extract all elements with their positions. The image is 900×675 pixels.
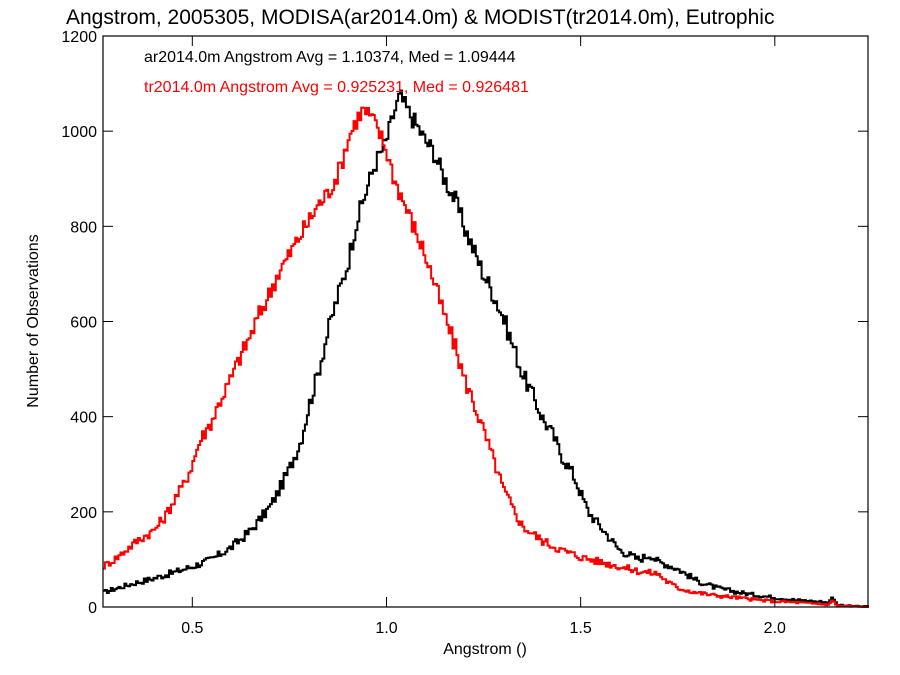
ticks-layer: 0.5 1.0 1.5 2.0 0 200 400 600 800 1000 1200 bbox=[61, 29, 868, 637]
y-tick-label: 1200 bbox=[61, 29, 97, 46]
y-tick-label: 1000 bbox=[61, 124, 97, 141]
chart-title: Angstrom, 2005305, MODISA(ar2014.0m) & M… bbox=[66, 6, 774, 29]
series-line-tr2014.0m bbox=[103, 106, 869, 608]
x-axis-label: Angstrom () bbox=[443, 641, 527, 658]
legend-entry-ar2014: ar2014.0m Angstrom Avg = 1.10374, Med = … bbox=[144, 49, 516, 66]
y-tick-label: 0 bbox=[88, 600, 97, 617]
x-tick-label: 1.0 bbox=[375, 620, 397, 637]
y-tick-label: 600 bbox=[70, 315, 97, 332]
series-line-ar2014.0m bbox=[103, 89, 869, 608]
y-tick-label: 200 bbox=[70, 505, 97, 522]
x-tick-label: 1.5 bbox=[570, 620, 592, 637]
series-layer bbox=[103, 89, 869, 608]
x-tick-label: 2.0 bbox=[764, 620, 786, 637]
y-tick-label: 800 bbox=[70, 219, 97, 236]
y-axis-label: Number of Observations bbox=[25, 234, 42, 407]
y-tick-label: 400 bbox=[70, 410, 97, 427]
x-tick-label: 0.5 bbox=[181, 620, 203, 637]
plot-frame bbox=[102, 35, 869, 608]
legend-entry-tr2014: tr2014.0m Angstrom Avg = 0.925231, Med =… bbox=[144, 79, 529, 96]
